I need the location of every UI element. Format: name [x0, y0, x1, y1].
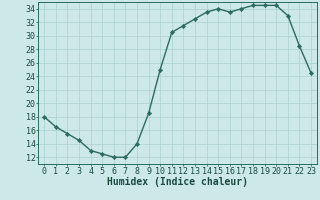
- X-axis label: Humidex (Indice chaleur): Humidex (Indice chaleur): [107, 177, 248, 187]
